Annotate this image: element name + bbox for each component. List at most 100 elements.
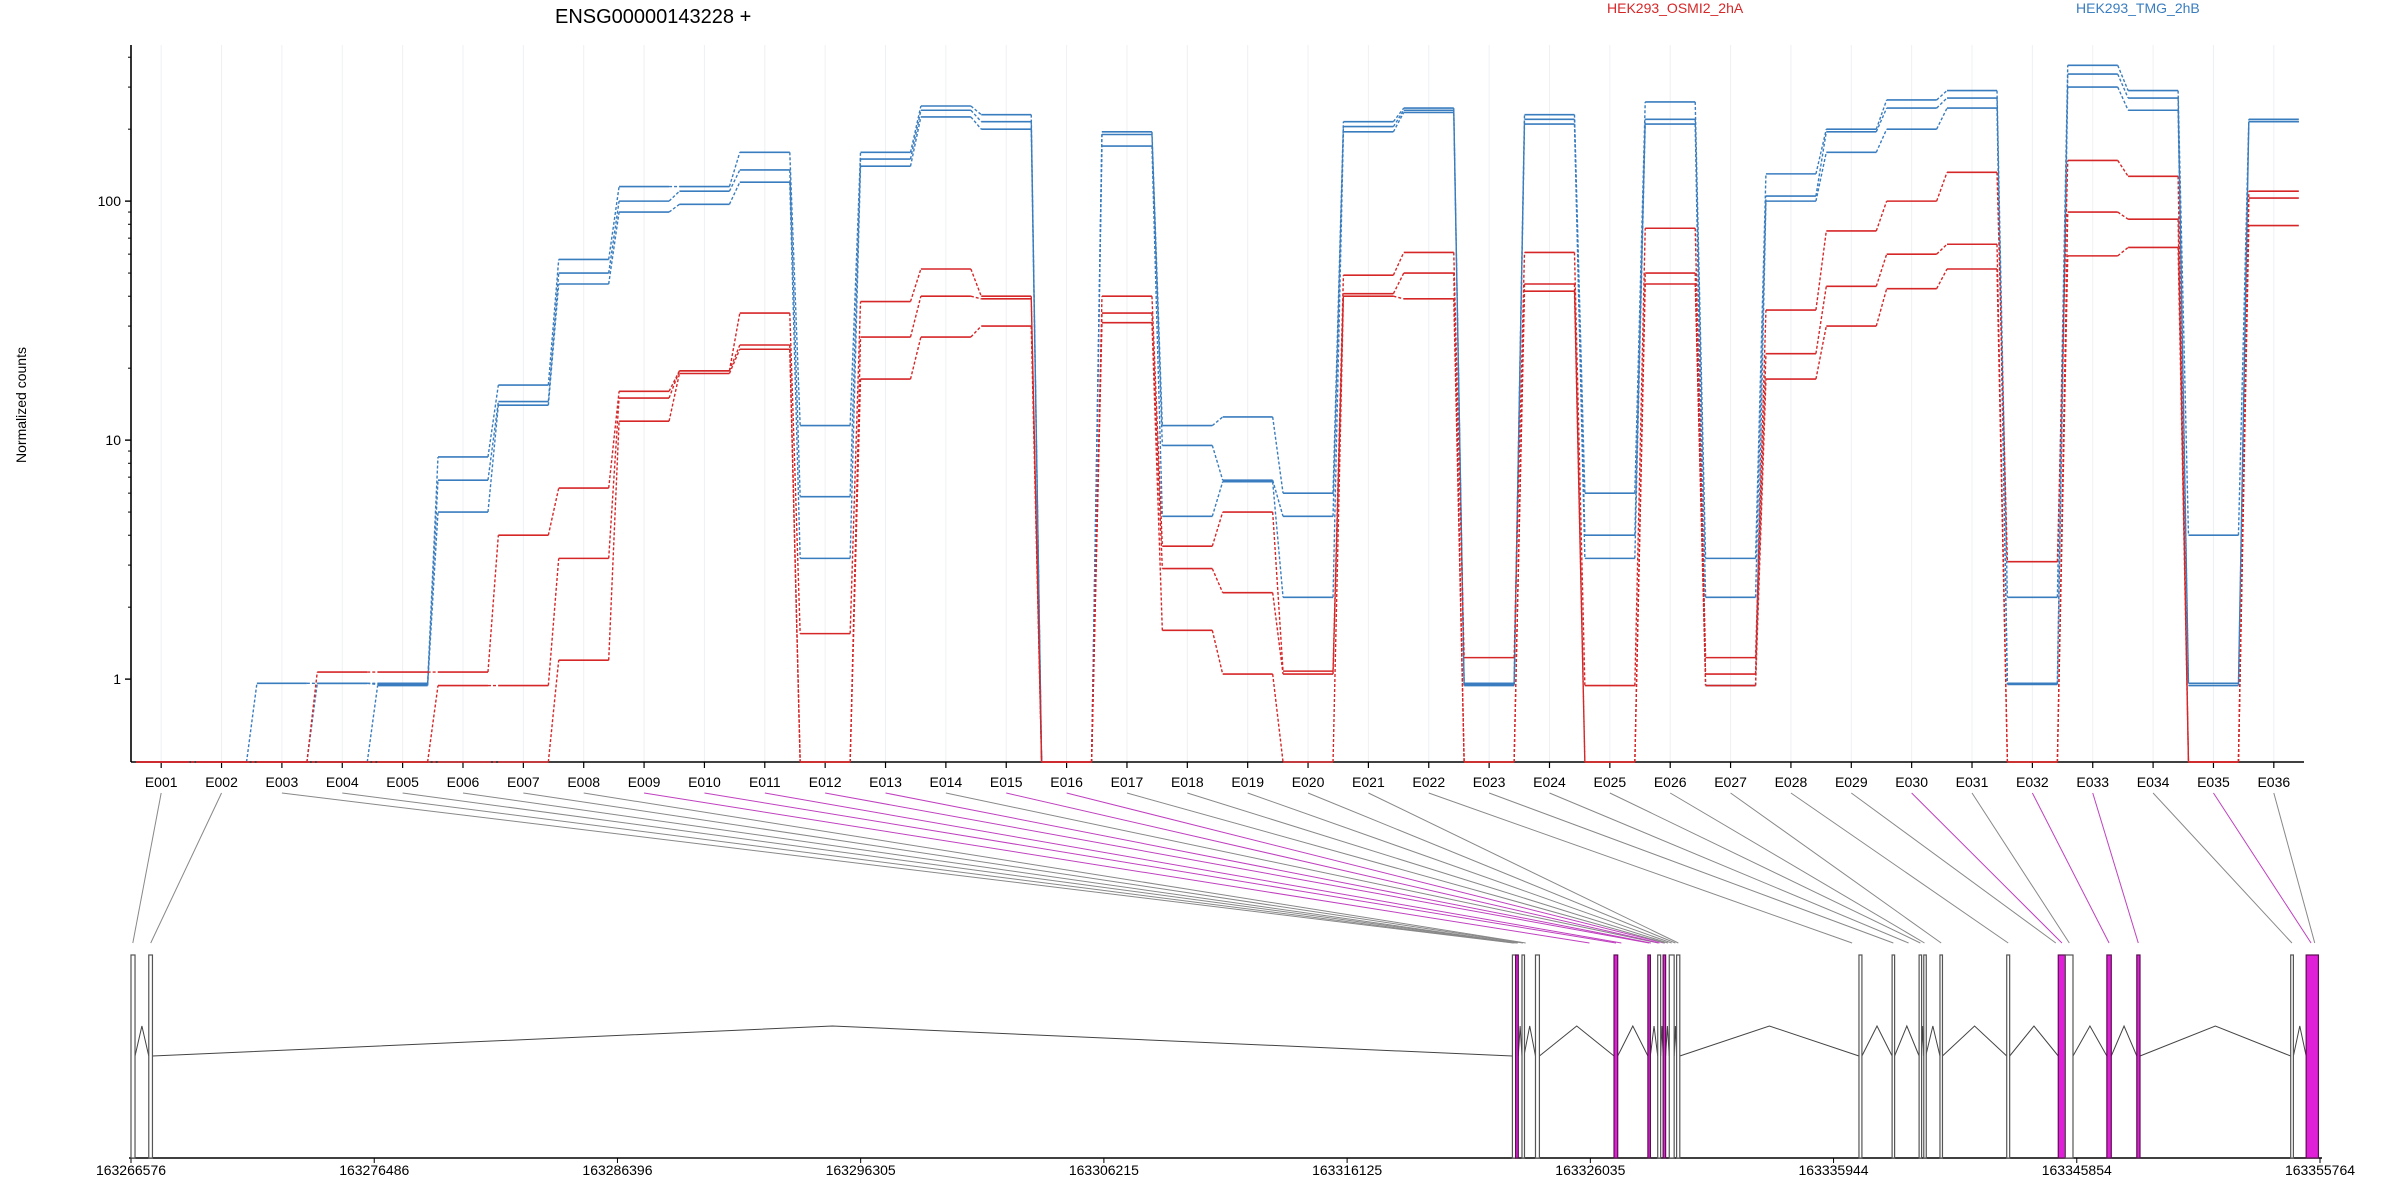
series-connector [1936,268,1948,290]
genomic-coordinate-label: 163286396 [582,1162,652,1178]
x-tick-label: E018 [1171,774,1204,790]
intron-connector [2009,1025,2059,1057]
bin-mapping-line [825,792,1650,944]
series-connector [1815,131,1827,197]
exon-box [1668,954,1675,1159]
series-connector [1453,298,1465,763]
series-connector [547,660,560,763]
x-tick-label: E005 [386,774,419,790]
x-tick-label: E014 [930,774,963,790]
x-tick-label: E026 [1654,774,1687,790]
genomic-coordinate-label: 163296305 [826,1162,896,1178]
series-connector [1815,286,1827,354]
series-connector [909,268,922,302]
x-tick-label: E007 [507,774,540,790]
series-connector [1090,134,1103,763]
series-connector [1090,322,1103,763]
series-connector [909,116,922,167]
series-connector [426,480,439,685]
series-connector [547,558,560,686]
bin-mapping-line [2213,792,2312,944]
intron-connector [1861,1024,1893,1057]
genomic-coordinate-label: 163266576 [96,1162,166,1178]
exon-box [2006,954,2011,1159]
bin-mapping-line [1911,792,2063,944]
x-tick-label: E022 [1412,774,1445,790]
series-connector [366,685,379,763]
intron-connector [1925,1025,1941,1057]
series-connector [1513,291,1526,763]
bin-mapping-line [583,792,1526,944]
exon-box [1521,954,1526,1159]
series-connector [1634,228,1646,686]
series-connector [1815,325,1827,380]
series-connector [306,672,318,763]
series-connector [245,683,258,763]
series-connector [1271,416,1284,494]
series-connector [487,535,500,673]
series-connector [909,110,922,160]
bin-mapping-line [150,792,222,944]
bin-mapping-line [462,792,1518,944]
x-tick-label: E036 [2257,774,2290,790]
bin-mapping-line [1488,792,1894,944]
series-connector [1694,228,1707,658]
series-connector [547,487,560,536]
series-connector [487,405,500,513]
x-tick-label: E030 [1895,774,1928,790]
series-connector [1513,252,1526,658]
bin-mapping-line [523,792,1524,944]
y-tick-label: 100 [98,193,122,209]
bin-mapping-line [1850,792,2057,944]
x-tick-label: E002 [205,774,238,790]
series-connector [1754,379,1767,686]
series-connector [1211,416,1224,427]
series-connector [608,201,620,274]
series-connector [608,186,620,260]
x-tick-label: E009 [628,774,661,790]
series-connector [1392,272,1405,294]
bin-mapping-line [342,792,1515,944]
series-connector [2117,160,2129,177]
series-connector [970,268,982,297]
exon-box [2305,954,2320,1159]
series-connector [1332,121,1345,494]
bin-mapping-line [704,792,1617,944]
series-connector [2237,225,2250,763]
x-tick-label: E035 [2197,774,2230,790]
series-connector [789,169,801,497]
series-connector [1694,124,1707,686]
exon-box [1939,954,1944,1159]
series-connector [849,159,862,497]
series-connector [1936,243,1948,255]
intron-connector [1894,1024,1920,1057]
series-connector [970,109,982,123]
exon-box [1534,954,1541,1159]
series-connector [2177,176,2190,763]
series-connector [1211,511,1224,547]
series-connector [970,116,982,130]
series-connector [1271,512,1284,672]
bin-mapping-line [1307,792,1676,944]
x-tick-label: E013 [869,774,902,790]
bin-mapping-line [1549,792,1909,944]
bin-mapping-line [1126,792,1666,944]
series-connector [1875,200,1888,232]
data-series [136,73,2299,763]
series-connector [2117,246,2129,257]
series-connector [426,456,439,684]
series-connector [1392,252,1405,276]
exon-box [1918,954,1923,1159]
series-connector [1453,252,1465,658]
series-connector [728,152,741,187]
series-connector [789,344,801,763]
series-connector [2117,86,2129,111]
bin-mapping-line [764,792,1622,944]
intron-connector [152,1025,1513,1057]
series-connector [2056,87,2069,685]
intron-connector [2110,1024,2138,1057]
bin-mapping-line [2031,792,2110,944]
series-connector [849,301,862,634]
data-series [136,86,2299,763]
series-connector [1634,119,1646,536]
